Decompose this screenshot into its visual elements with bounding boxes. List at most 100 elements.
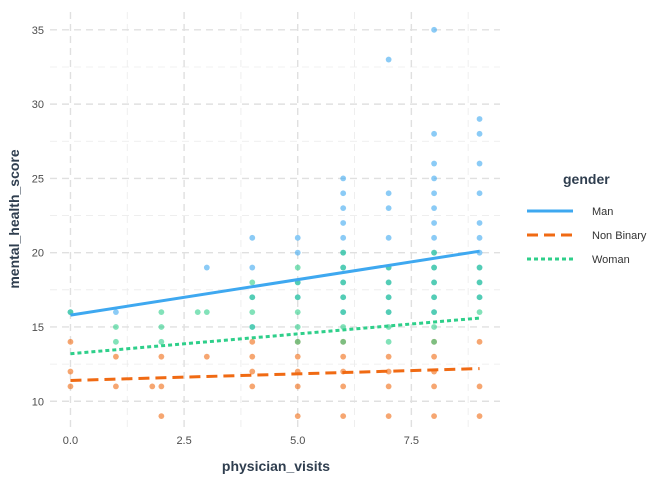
trend-line [70, 316, 480, 356]
data-point [294, 338, 301, 345]
data-point [113, 338, 119, 345]
data-point [203, 264, 210, 271]
data-point [431, 338, 437, 345]
data-point [158, 324, 165, 330]
data-point [67, 368, 74, 375]
data-point [158, 309, 165, 316]
x-axis-ticks: 0.0 2.5 5.0 7.5 [63, 435, 419, 447]
trend-line [70, 367, 480, 382]
y-tick-label: 20 [32, 248, 44, 260]
y-axis-ticks: 10 15 20 25 30 35 [32, 25, 44, 408]
data-point [113, 383, 119, 390]
data-point [249, 294, 256, 301]
data-point [385, 353, 392, 360]
data-point [431, 309, 437, 316]
data-point [476, 338, 483, 345]
y-tick-label: 35 [32, 25, 44, 37]
data-point [194, 309, 201, 316]
data-point [340, 234, 347, 241]
data-point [158, 338, 165, 345]
data-point [340, 190, 347, 197]
data-point [476, 190, 483, 197]
data-point [431, 324, 437, 330]
data-point [476, 220, 483, 226]
data-point [476, 116, 483, 122]
data-point [385, 294, 392, 301]
data-point [294, 413, 301, 420]
data-point [249, 383, 256, 390]
data-point [340, 175, 347, 182]
data-point [113, 324, 119, 330]
data-point [476, 160, 483, 167]
x-tick-label: 0.0 [63, 435, 78, 447]
y-tick-label: 25 [32, 173, 44, 185]
data-point [113, 309, 119, 316]
data-point [158, 353, 165, 360]
data-point [294, 353, 301, 360]
legend: gender Man Non Binary Woman [527, 171, 647, 266]
legend-label: Non Binary [592, 230, 647, 242]
data-point [385, 383, 392, 390]
data-point [340, 220, 347, 226]
data-point [431, 130, 437, 137]
data-point [294, 264, 301, 271]
data-point [249, 264, 256, 271]
data-point [431, 220, 437, 226]
data-point [340, 205, 347, 212]
data-point [249, 279, 256, 286]
data-point [385, 205, 392, 212]
x-axis-title: physician_visits [222, 458, 330, 474]
data-point [385, 338, 392, 345]
data-point [476, 413, 483, 420]
data-point [385, 279, 392, 286]
data-point [249, 324, 256, 330]
data-point [113, 353, 119, 360]
data-point [294, 383, 301, 390]
data-point [294, 324, 301, 330]
legend-label: Woman [592, 254, 630, 266]
data-point [385, 309, 392, 316]
data-point [476, 294, 483, 301]
data-point [431, 26, 437, 33]
trend-line [70, 249, 480, 317]
data-points [67, 26, 483, 420]
data-point [149, 383, 156, 390]
y-tick-label: 10 [32, 396, 44, 408]
data-point [294, 309, 301, 316]
data-point [67, 383, 74, 390]
data-point [340, 383, 347, 390]
data-point [431, 160, 437, 167]
data-point [340, 249, 347, 256]
data-point [249, 368, 256, 375]
data-point [476, 234, 483, 241]
x-tick-label: 2.5 [176, 435, 191, 447]
y-tick-label: 30 [32, 99, 44, 111]
data-point [476, 309, 483, 316]
legend-label: Man [592, 206, 613, 218]
y-tick-label: 15 [32, 322, 44, 334]
data-point [431, 383, 437, 390]
x-tick-label: 5.0 [290, 435, 305, 447]
data-point [476, 279, 483, 286]
data-point [431, 279, 437, 286]
data-point [340, 338, 347, 345]
data-point [294, 249, 301, 256]
data-point [340, 294, 347, 301]
data-point [294, 294, 301, 301]
data-point [431, 413, 437, 420]
data-point [340, 353, 347, 360]
data-point [431, 294, 437, 301]
y-axis-title: mental_health_score [6, 149, 22, 288]
data-point [431, 264, 437, 271]
data-point [203, 353, 210, 360]
data-point [385, 413, 392, 420]
data-point [431, 249, 437, 256]
data-point [385, 56, 392, 63]
data-point [340, 413, 347, 420]
data-point [340, 279, 347, 286]
data-point [431, 205, 437, 212]
data-point [158, 413, 165, 420]
data-point [476, 383, 483, 390]
data-point [340, 264, 347, 271]
data-point [385, 190, 392, 197]
